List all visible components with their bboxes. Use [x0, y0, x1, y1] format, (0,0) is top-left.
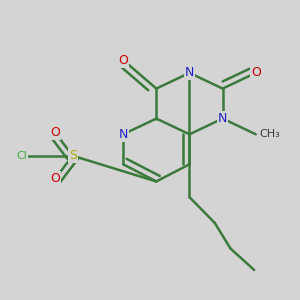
- Text: N: N: [118, 128, 128, 141]
- Text: N: N: [218, 112, 227, 125]
- Text: O: O: [50, 126, 60, 140]
- Text: O: O: [118, 53, 128, 67]
- Text: N: N: [185, 66, 194, 80]
- Text: CH₃: CH₃: [259, 129, 280, 139]
- Text: S: S: [69, 149, 76, 162]
- Text: O: O: [251, 66, 261, 80]
- Text: Cl: Cl: [17, 151, 28, 161]
- Text: O: O: [50, 172, 60, 185]
